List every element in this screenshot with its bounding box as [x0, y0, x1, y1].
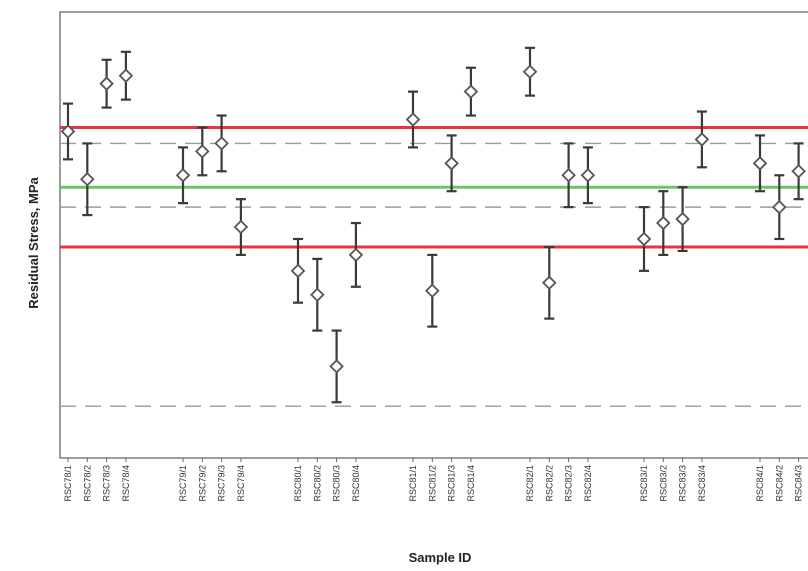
data-point [175, 167, 191, 183]
x-axis-title: Sample ID [409, 550, 472, 565]
x-tick-label: RSC84/3 [794, 465, 804, 502]
data-point [522, 64, 538, 80]
x-tick-label: RSC78/2 [82, 465, 92, 502]
plot-frame [59, 11, 808, 459]
x-tick-label: RSC79/2 [197, 465, 207, 502]
x-tick-label: RSC79/4 [236, 465, 246, 502]
x-tick-label: RSC81/4 [466, 465, 476, 502]
x-tick-label: RSC83/4 [697, 465, 707, 502]
x-tick-label: RSC84/1 [755, 465, 765, 502]
data-point [636, 231, 652, 247]
x-tick-label: RSC78/1 [63, 465, 73, 502]
x-tick-label: RSC81/1 [408, 465, 418, 502]
x-tick-label: RSC80/1 [293, 465, 303, 502]
x-tick-label: RSC83/2 [658, 465, 668, 502]
x-tick-label: RSC83/3 [678, 465, 688, 502]
x-tick-label: RSC82/4 [583, 465, 593, 502]
data-point [791, 164, 806, 179]
data-point [444, 156, 459, 171]
data-point [310, 287, 325, 303]
x-tick-label: RSC78/3 [102, 465, 112, 502]
x-tick-label: RSC82/2 [544, 465, 554, 502]
x-tick-label: RSC81/3 [447, 465, 457, 502]
data-point [561, 167, 576, 183]
data-point [752, 156, 768, 171]
x-tick-label: RSC82/3 [564, 465, 574, 502]
data-point [425, 283, 440, 299]
x-tick-label: RSC81/2 [427, 465, 437, 502]
data-point [694, 132, 710, 147]
x-tick-label: RSC79/1 [178, 465, 188, 502]
x-tick-label: RSC84/2 [774, 465, 784, 502]
y-axis-title: Residual Stress, MPa [26, 176, 41, 308]
data-point [214, 136, 229, 151]
x-tick-label: RSC83/1 [639, 465, 649, 502]
plot-area: RSC78/1 RSC78/2 RSC78/3 RSC78/4 RSC79/1 RSC79… [59, 11, 808, 502]
x-tick-label: RSC80/4 [351, 465, 361, 502]
data-point [405, 112, 421, 127]
data-point [348, 247, 364, 263]
data-point [233, 219, 249, 235]
data-point [675, 211, 690, 227]
data-point [772, 199, 787, 215]
data-point [542, 275, 557, 291]
data-point [118, 68, 134, 83]
x-tick-label: RSC80/3 [332, 465, 342, 502]
data-point [99, 76, 114, 91]
data-point [60, 124, 76, 139]
x-tick-label: RSC78/4 [121, 465, 131, 502]
x-tick-label: RSC79/3 [217, 465, 227, 502]
x-tick-label: RSC82/1 [525, 465, 535, 502]
data-point [329, 359, 344, 374]
x-tick-label: RSC80/2 [312, 465, 322, 502]
data-point [463, 84, 479, 99]
data-point [80, 171, 95, 187]
data-point [580, 167, 596, 183]
data-point [656, 215, 671, 231]
data-point [290, 263, 306, 279]
data-point [195, 144, 210, 159]
